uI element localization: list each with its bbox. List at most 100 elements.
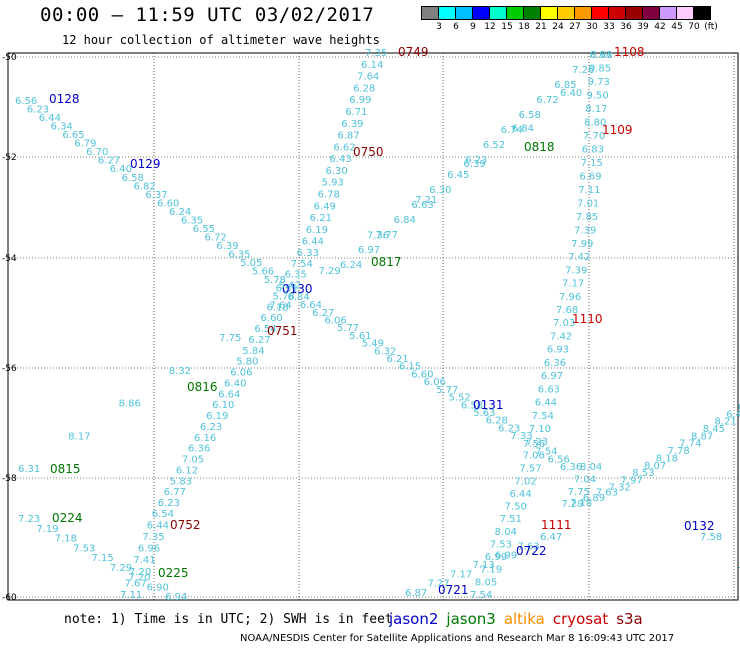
swh-value-label: 6.28 <box>353 83 375 94</box>
swh-value-label: 9.85 <box>589 64 611 75</box>
swh-value-label: 8.32 <box>169 366 191 377</box>
swh-value-label: 7.54 <box>470 590 492 601</box>
swh-value-label: 6.33 <box>297 248 319 259</box>
swh-value-label: 5.78 <box>273 291 295 302</box>
swh-value-label: 7.11 <box>120 590 142 601</box>
swh-value-label: 7.75 <box>219 333 241 344</box>
swh-value-label: 7.54 <box>291 259 313 270</box>
swh-value-label: 6.83 <box>582 145 604 156</box>
swh-value-label: 6.44 <box>509 489 531 500</box>
swh-value-label: 7.96 <box>559 292 581 303</box>
swh-value-label: 6.94 <box>165 592 187 603</box>
swh-value-label: 7.35 <box>142 532 164 543</box>
swh-value-label: 6.87 <box>405 588 427 599</box>
swh-value-label: 6.28 <box>486 416 508 427</box>
swh-value-label: 6.39 <box>341 119 363 130</box>
swh-value-label: 7.03 <box>553 318 575 329</box>
swh-value-label: 6.34 <box>51 122 73 133</box>
swh-value-label: 8.04 <box>580 462 602 473</box>
swh-value-label: 7.29 <box>319 266 341 277</box>
swh-value-label: 6.44 <box>302 237 324 248</box>
swh-value-label: 6.90 <box>147 582 169 593</box>
swh-value-label: 6.32 <box>374 346 396 357</box>
swh-value-label: 7.15 <box>92 553 114 564</box>
swh-value-label: 5.05 <box>240 258 262 269</box>
page-title: 00:00 – 11:59 UTC 03/02/2017 <box>40 4 375 26</box>
swh-value-label: 7.15 <box>581 158 603 169</box>
swh-value-label: 6.39 <box>216 241 238 252</box>
swh-value-label: 6.40 <box>224 378 246 389</box>
swh-value-label: 6.63 <box>411 200 433 211</box>
swh-value-label: 7.53 <box>490 539 512 550</box>
swh-value-label: 7.97 <box>620 475 642 486</box>
swh-value-label: 6.06 <box>325 315 347 326</box>
swh-value-label: 5.42 <box>279 281 301 292</box>
swh-value-label: 6.93 <box>547 345 569 356</box>
swh-value-label: 7.70 <box>583 131 605 142</box>
swh-value-label: 7.32 <box>609 483 631 494</box>
swh-value-label: 9.73 <box>588 77 610 88</box>
swh-value-label: 6.87 <box>337 131 359 142</box>
swh-value-label: 6.27 <box>312 308 334 319</box>
swh-value-label: 6.39 <box>463 159 485 170</box>
swh-value-label: 6.52 <box>483 140 505 151</box>
swh-value-label: 6.56 <box>15 96 37 107</box>
swh-value-label: 6.15 <box>399 362 421 373</box>
swh-value-label: 6.99 <box>495 551 517 562</box>
swh-value-label: 7.75 <box>568 487 590 498</box>
swh-value-label: 7.57 <box>519 464 541 475</box>
swh-value-label: 7.42 <box>550 331 572 342</box>
swh-value-label: 6.19 <box>306 225 328 236</box>
swh-value-label: 6.99 <box>349 95 371 106</box>
pass-time-label: 1110 <box>572 312 603 326</box>
swh-value-label: 6.60 <box>411 369 433 380</box>
color-scale-label: 33 <box>603 22 615 32</box>
swh-value-label: 6.60 <box>260 313 282 324</box>
swh-value-label: 7.68 <box>556 305 578 316</box>
swh-value-label: 6.82 <box>133 181 155 192</box>
swh-value-label: 8.17 <box>68 431 90 442</box>
swh-value-label: 7.17 <box>450 569 472 580</box>
swh-value-label: 8.17 <box>585 104 607 115</box>
swh-value-label: 5.77 <box>337 323 359 334</box>
swh-value-label: 7.20 <box>129 567 151 578</box>
pass-time-label: 0129 <box>130 157 161 171</box>
swh-value-label: 6.44 <box>147 520 169 531</box>
swh-value-label: 7.54 <box>532 411 554 422</box>
swh-value-label: 6.45 <box>447 170 469 181</box>
pass-time-label: 0721 <box>438 583 469 597</box>
swh-value-label: 5.78 <box>264 275 286 286</box>
swh-value-label: 7.77 <box>376 230 398 241</box>
color-scale-label: 3 <box>436 22 442 32</box>
color-scale-label: 45 <box>671 22 683 32</box>
page-subtitle: 12 hour collection of altimeter wave hei… <box>62 33 380 47</box>
swh-value-label: 7.53 <box>73 543 95 554</box>
swh-value-label: 7.13 <box>473 560 495 571</box>
color-scale-label: 12 <box>484 22 496 32</box>
swh-value-label: 8.64 <box>590 50 612 61</box>
swh-value-label: 6.79 <box>74 139 96 150</box>
swh-value-label: 6.51 <box>276 284 298 295</box>
swh-value-label: 7.11 <box>578 185 600 196</box>
swh-value-label: 6.78 <box>318 190 340 201</box>
swh-value-label: 6.31 <box>18 464 40 475</box>
legend-item-s3a: s3a <box>616 610 643 628</box>
swh-value-label: 6.35 <box>285 270 307 281</box>
swh-value-label: 6.69 <box>579 172 601 183</box>
swh-value-label: 5.49 <box>362 339 384 350</box>
swh-value-label: 6.23 <box>200 422 222 433</box>
color-scale-unit: (ft) <box>704 22 718 32</box>
swh-value-label: 7.04 <box>574 474 596 485</box>
swh-value-label: 6.64 <box>218 389 240 400</box>
swh-value-label: 6.74 <box>501 125 523 136</box>
pass-time-label: 1108 <box>614 45 645 59</box>
swh-value-label: 6.14 <box>361 60 383 71</box>
swh-value-label: 7.21 <box>415 195 437 206</box>
swh-value-label: 7.18 <box>570 498 592 509</box>
swh-value-label: 6.62 <box>333 142 355 153</box>
swh-value-label: 6.47 <box>726 409 740 420</box>
swh-value-label: 6.93 <box>590 50 612 61</box>
swh-value-label: 6.30 <box>429 185 451 196</box>
color-scale-label: 9 <box>470 22 476 32</box>
color-scale-label: 21 <box>535 22 547 32</box>
